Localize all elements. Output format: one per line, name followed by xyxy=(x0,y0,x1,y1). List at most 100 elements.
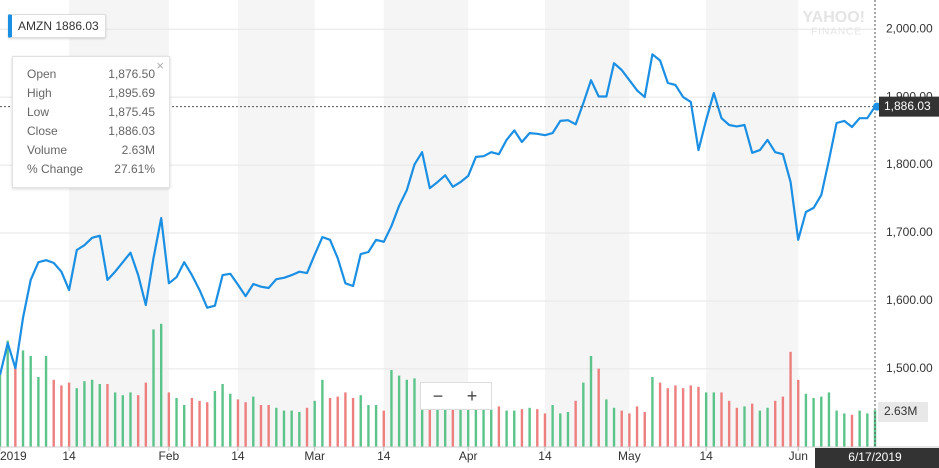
volume-bar xyxy=(75,388,78,447)
volume-bar xyxy=(37,377,40,447)
y-tick-label: 1,700.00 xyxy=(886,225,933,239)
volume-bar xyxy=(244,402,247,447)
period-band xyxy=(544,0,630,447)
volume-bar xyxy=(290,410,293,447)
tooltip-value: 2.63M xyxy=(121,143,155,157)
tooltip-row: Low 1,875.45 xyxy=(27,103,155,122)
volume-bar xyxy=(474,407,478,447)
tooltip-label: Low xyxy=(27,105,50,119)
volume-bar xyxy=(236,399,240,447)
volume-bar xyxy=(566,412,570,447)
volume-bar xyxy=(0,371,2,447)
tooltip-label: Open xyxy=(27,67,57,81)
volume-bar xyxy=(635,406,639,447)
volume-bar xyxy=(681,388,685,447)
volume-bar xyxy=(651,377,654,447)
volume-bar xyxy=(797,379,800,447)
volume-bar xyxy=(597,368,600,447)
volume-bar xyxy=(21,350,25,447)
volume-bar xyxy=(451,405,455,447)
volume-bar xyxy=(743,406,746,447)
tooltip-row: % Change 27.61% xyxy=(27,160,155,179)
tooltip-label: Close xyxy=(27,124,58,138)
tooltip-value: 1,886.03 xyxy=(108,124,155,138)
zoom-in[interactable]: + xyxy=(466,386,478,406)
volume-bar xyxy=(674,385,677,447)
tooltip-row: High 1,895.69 xyxy=(27,84,155,103)
tooltip-value: 27.61% xyxy=(114,162,155,176)
x-tick-label: 14 xyxy=(231,449,245,463)
volume-bar xyxy=(789,351,792,447)
volume-bar xyxy=(536,409,539,447)
volume-bar xyxy=(605,399,608,447)
volume-bar xyxy=(620,410,623,447)
x-tick-label: 14 xyxy=(377,449,391,463)
volume-bar xyxy=(843,413,846,447)
x-tick-label: Jun xyxy=(789,449,808,463)
volume-bar xyxy=(144,382,148,447)
volume-bar xyxy=(298,412,301,447)
x-tick-label: 14 xyxy=(699,449,713,463)
volume-bar xyxy=(106,384,109,447)
volume-bar xyxy=(152,329,155,447)
volume-bar xyxy=(543,413,547,447)
volume-bar xyxy=(67,382,71,447)
volume-bar xyxy=(712,392,716,447)
volume-bar xyxy=(405,379,408,447)
volume-bar xyxy=(121,395,125,447)
tooltip-label: % Change xyxy=(27,162,84,176)
zoom-control: − + xyxy=(420,382,492,410)
zoom-out[interactable]: − xyxy=(432,386,444,406)
x-tick-label: 2019 xyxy=(0,449,27,463)
x-tick-label: 14 xyxy=(538,449,552,463)
tooltip-row: Volume 2.63M xyxy=(27,141,155,160)
x-tick-label: 14 xyxy=(62,449,76,463)
period-band xyxy=(383,0,469,447)
y-tick-label: 1,600.00 xyxy=(886,293,933,307)
tooltip-row: Close 1,886.03 xyxy=(27,122,155,141)
volume-bar xyxy=(689,385,692,447)
volume-bar xyxy=(490,409,493,447)
volume-bar xyxy=(229,393,232,447)
period-band xyxy=(706,0,799,447)
volume-bar xyxy=(628,413,631,447)
volume-bar xyxy=(44,356,48,447)
volume-bar xyxy=(390,370,393,447)
watermark: YAHOO! xyxy=(802,9,865,26)
volume-bar xyxy=(198,400,201,447)
volume-bar xyxy=(313,400,316,447)
volume-bar xyxy=(866,413,869,447)
volume-bar xyxy=(774,400,777,447)
close-icon[interactable]: × xyxy=(156,58,164,73)
volume-bar xyxy=(658,382,662,447)
volume-label: 2.63M xyxy=(884,404,917,418)
volume-bar xyxy=(113,392,117,447)
volume-bar xyxy=(190,398,194,447)
volume-bar xyxy=(574,400,577,447)
volume-bar xyxy=(735,407,739,447)
x-tick-label: Mar xyxy=(304,449,325,463)
y-tick-label: 1,500.00 xyxy=(886,361,933,375)
volume-bar xyxy=(359,395,362,447)
volume-bar xyxy=(666,388,669,447)
volume-bar xyxy=(720,392,723,447)
volume-bar xyxy=(14,363,17,447)
volume-bar xyxy=(697,386,700,447)
volume-bar xyxy=(129,392,132,447)
volume-bar xyxy=(90,379,94,447)
volume-bar xyxy=(804,393,808,447)
volume-bar xyxy=(520,409,524,447)
symbol-chip[interactable]: AMZN 1886.03 xyxy=(8,14,106,38)
watermark: FINANCE xyxy=(811,27,862,38)
volume-bar xyxy=(382,410,385,447)
volume-bar xyxy=(643,412,646,447)
volume-bar xyxy=(252,396,255,447)
volume-bar xyxy=(183,405,186,447)
volume-bar xyxy=(497,406,501,447)
volume-bar xyxy=(467,405,470,447)
volume-bar xyxy=(351,398,355,447)
volume-bar xyxy=(850,414,854,447)
tooltip-label: High xyxy=(27,86,52,100)
volume-bar xyxy=(612,407,616,447)
